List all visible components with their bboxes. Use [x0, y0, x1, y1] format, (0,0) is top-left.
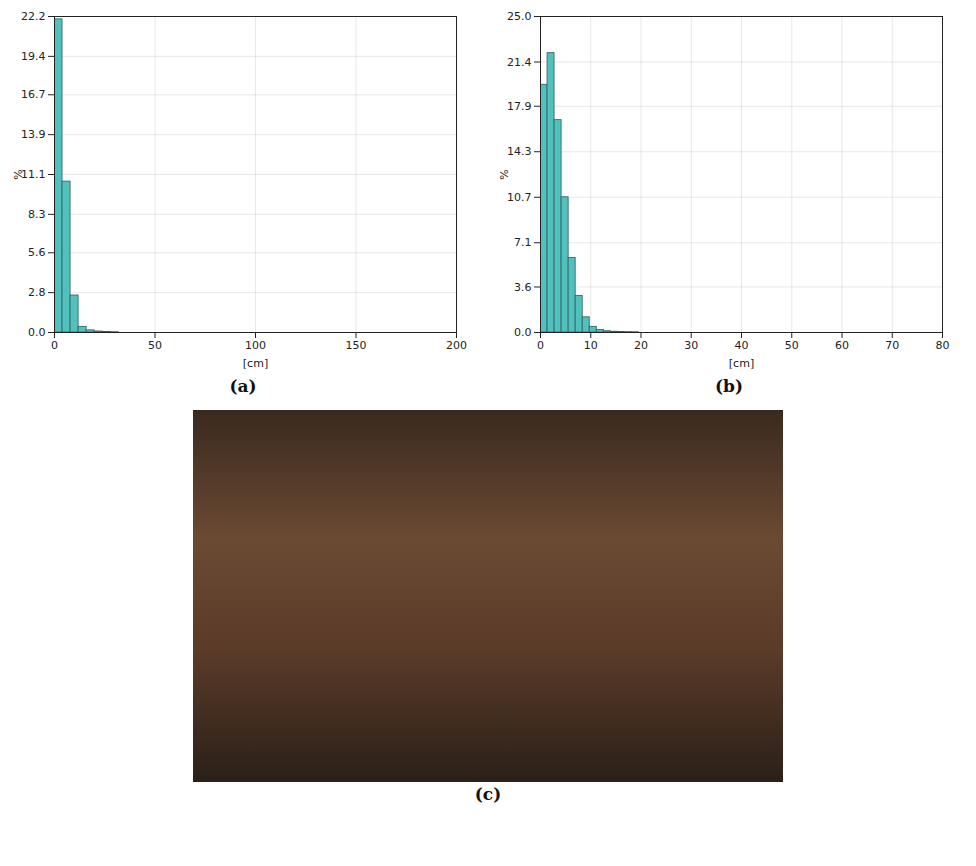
svg-text:%: %: [12, 169, 25, 179]
svg-text:[cm]: [cm]: [243, 357, 268, 370]
svg-text:%: %: [498, 169, 511, 179]
svg-text:13.9: 13.9: [21, 128, 46, 141]
svg-text:0.0: 0.0: [514, 326, 532, 339]
svg-text:60: 60: [835, 339, 849, 352]
svg-text:11.1: 11.1: [21, 168, 46, 181]
html-text:(a): (a): [229, 376, 257, 396]
svg-text:40: 40: [735, 339, 749, 352]
svg-text:100: 100: [245, 339, 266, 352]
svg-text:22.2: 22.2: [21, 10, 46, 23]
svg-text:70: 70: [885, 339, 899, 352]
svg-text:8.3: 8.3: [28, 208, 46, 221]
svg-text:0.0: 0.0: [28, 326, 46, 339]
html-text:(c): (c): [474, 784, 502, 804]
svg-text:30: 30: [684, 339, 698, 352]
svg-text:150: 150: [346, 339, 367, 352]
svg-text:17.9: 17.9: [507, 100, 532, 113]
svg-text:0: 0: [51, 339, 58, 352]
svg-text:19.4: 19.4: [21, 50, 46, 63]
svg-text:25.0: 25.0: [507, 10, 532, 23]
svg-text:20: 20: [634, 339, 648, 352]
svg-text:0: 0: [537, 339, 544, 352]
svg-text:14.3: 14.3: [507, 145, 532, 158]
svg-text:80: 80: [936, 339, 950, 352]
svg-text:200: 200: [446, 339, 467, 352]
svg-text:3.6: 3.6: [514, 281, 532, 294]
svg-text:2.8: 2.8: [28, 286, 46, 299]
svg-text:21.4: 21.4: [507, 56, 532, 69]
svg-text:5.6: 5.6: [28, 246, 46, 259]
svg-text:[cm]: [cm]: [729, 357, 754, 370]
svg-text:7.1: 7.1: [514, 236, 532, 249]
html-text:(b): (b): [715, 376, 743, 396]
svg-text:16.7: 16.7: [21, 88, 46, 101]
svg-text:10.7: 10.7: [507, 191, 532, 204]
svg-text:10: 10: [584, 339, 598, 352]
svg-text:50: 50: [148, 339, 162, 352]
svg-text:50: 50: [785, 339, 799, 352]
